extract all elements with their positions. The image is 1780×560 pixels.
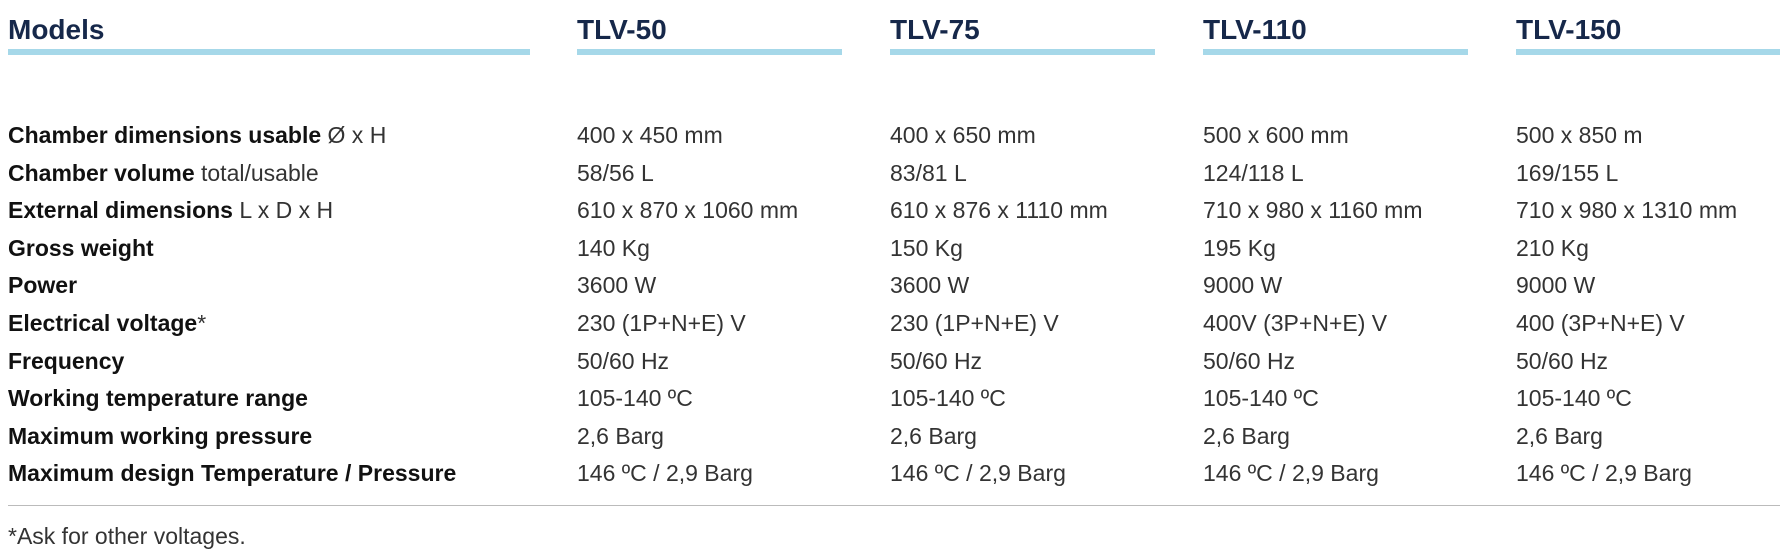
cell-value: 150 Kg: [890, 234, 963, 261]
cell-value: 610 x 870 x 1060 mm: [577, 197, 799, 224]
cell-value: 500 x 850 m: [1516, 122, 1643, 148]
cell-value: 140 Kg: [577, 234, 650, 261]
header-underline: [1203, 49, 1468, 55]
row-label: External dimensions L x D x H: [8, 197, 333, 224]
label-text: Power: [8, 272, 78, 299]
cell-value: 105-140 ºC: [577, 385, 693, 412]
label-text: Working temperature range: [8, 385, 308, 412]
label-text: External dimensions: [8, 197, 233, 224]
cell-value: 2,6 Barg: [1203, 422, 1290, 449]
label-text: Maximum design Temperature / Pressure: [8, 460, 457, 487]
label-suffix: L x D x H: [239, 197, 334, 224]
row-label: Gross weight: [8, 235, 154, 262]
cell-value: 58/56 L: [577, 159, 654, 186]
cell-value: 105-140 ºC: [890, 385, 1006, 412]
cell-value: 500 x 600 mm: [1203, 122, 1349, 148]
cell-value: 146 ºC / 2,9 Barg: [890, 460, 1066, 487]
label-text: Chamber volume: [8, 159, 195, 186]
row-label: Chamber volume total/usable: [8, 160, 319, 187]
cell-value: 3600 W: [890, 272, 970, 299]
cell-value: 105-140 ºC: [1203, 385, 1319, 412]
row-label: Maximum working pressure: [8, 423, 312, 450]
cell-value: 2,6 Barg: [577, 422, 664, 449]
cell-value: 710 x 980 x 1160 mm: [1203, 197, 1423, 224]
header-underline: [1516, 49, 1780, 55]
cell-value: 169/155 L: [1516, 159, 1619, 186]
cell-value: 400 x 450 mm: [577, 122, 723, 148]
separator: [8, 505, 1780, 506]
cell-value: 9000 W: [1203, 272, 1283, 299]
header-underline: [577, 49, 842, 55]
row-label: Working temperature range: [8, 385, 308, 412]
label-text: Chamber dimensions usable: [8, 122, 322, 148]
models-header: Models: [8, 14, 105, 45]
model-header: TLV-150: [1516, 14, 1622, 45]
cell-value: 105-140 ºC: [1516, 385, 1632, 412]
label-text: Maximum working pressure: [8, 422, 313, 449]
cell-value: 146 ºC / 2,9 Barg: [1203, 460, 1379, 487]
cell-value: 83/81 L: [890, 159, 967, 186]
cell-value: 230 (1P+N+E) V: [577, 310, 746, 336]
cell-value: 230 (1P+N+E) V: [890, 310, 1059, 336]
label-suffix: *: [197, 310, 207, 336]
label-text: Gross weight: [8, 234, 154, 261]
row-label: Chamber dimensions usable Ø x H: [8, 122, 386, 149]
cell-value: 195 Kg: [1203, 234, 1276, 261]
model-header: TLV-110: [1203, 14, 1307, 45]
cell-value: 400 x 650 mm: [890, 122, 1036, 148]
label-suffix: total/usable: [201, 159, 319, 186]
cell-value: 400V (3P+N+E) V: [1203, 310, 1388, 336]
label-text: Frequency: [8, 347, 125, 374]
cell-value: 710 x 980 x 1310 mm: [1516, 197, 1738, 224]
footnote: *Ask for other voltages.: [8, 523, 246, 549]
cell-value: 610 x 876 x 1110 mm: [890, 197, 1108, 224]
cell-value: 9000 W: [1516, 272, 1596, 299]
label-text: Electrical voltage: [8, 310, 198, 336]
cell-value: 50/60 Hz: [890, 347, 983, 374]
cell-value: 2,6 Barg: [1516, 422, 1603, 449]
model-header: TLV-75: [890, 14, 980, 45]
cell-value: 50/60 Hz: [577, 347, 670, 374]
row-label: Power: [8, 272, 77, 299]
cell-value: 146 ºC / 2,9 Barg: [577, 460, 753, 487]
row-label: Electrical voltage*: [8, 310, 206, 337]
cell-value: 210 Kg: [1516, 234, 1589, 261]
row-label: Maximum design Temperature / Pressure: [8, 460, 456, 487]
label-suffix: Ø x H: [327, 122, 387, 148]
cell-value: 50/60 Hz: [1516, 347, 1609, 374]
cell-value: 3600 W: [577, 272, 657, 299]
row-label: Frequency: [8, 348, 124, 375]
model-header: TLV-50: [577, 14, 667, 45]
cell-value: 50/60 Hz: [1203, 347, 1296, 374]
cell-value: 400 (3P+N+E) V: [1516, 310, 1685, 336]
header-underline: [8, 49, 530, 55]
header-underline: [890, 49, 1155, 55]
cell-value: 124/118 L: [1203, 159, 1304, 186]
cell-value: 146 ºC / 2,9 Barg: [1516, 460, 1692, 487]
cell-value: 2,6 Barg: [890, 422, 977, 449]
